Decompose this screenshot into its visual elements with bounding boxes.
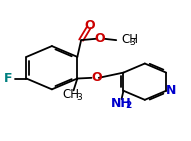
Text: O: O (84, 19, 95, 32)
Text: NH: NH (111, 97, 132, 110)
Text: 3: 3 (129, 38, 135, 47)
Text: CH: CH (62, 88, 79, 101)
Text: CH: CH (121, 33, 138, 46)
Text: F: F (4, 72, 13, 85)
Text: O: O (95, 32, 105, 45)
Text: 2: 2 (126, 101, 132, 110)
Text: O: O (91, 71, 102, 84)
Text: 3: 3 (76, 93, 82, 102)
Text: N: N (166, 84, 176, 97)
